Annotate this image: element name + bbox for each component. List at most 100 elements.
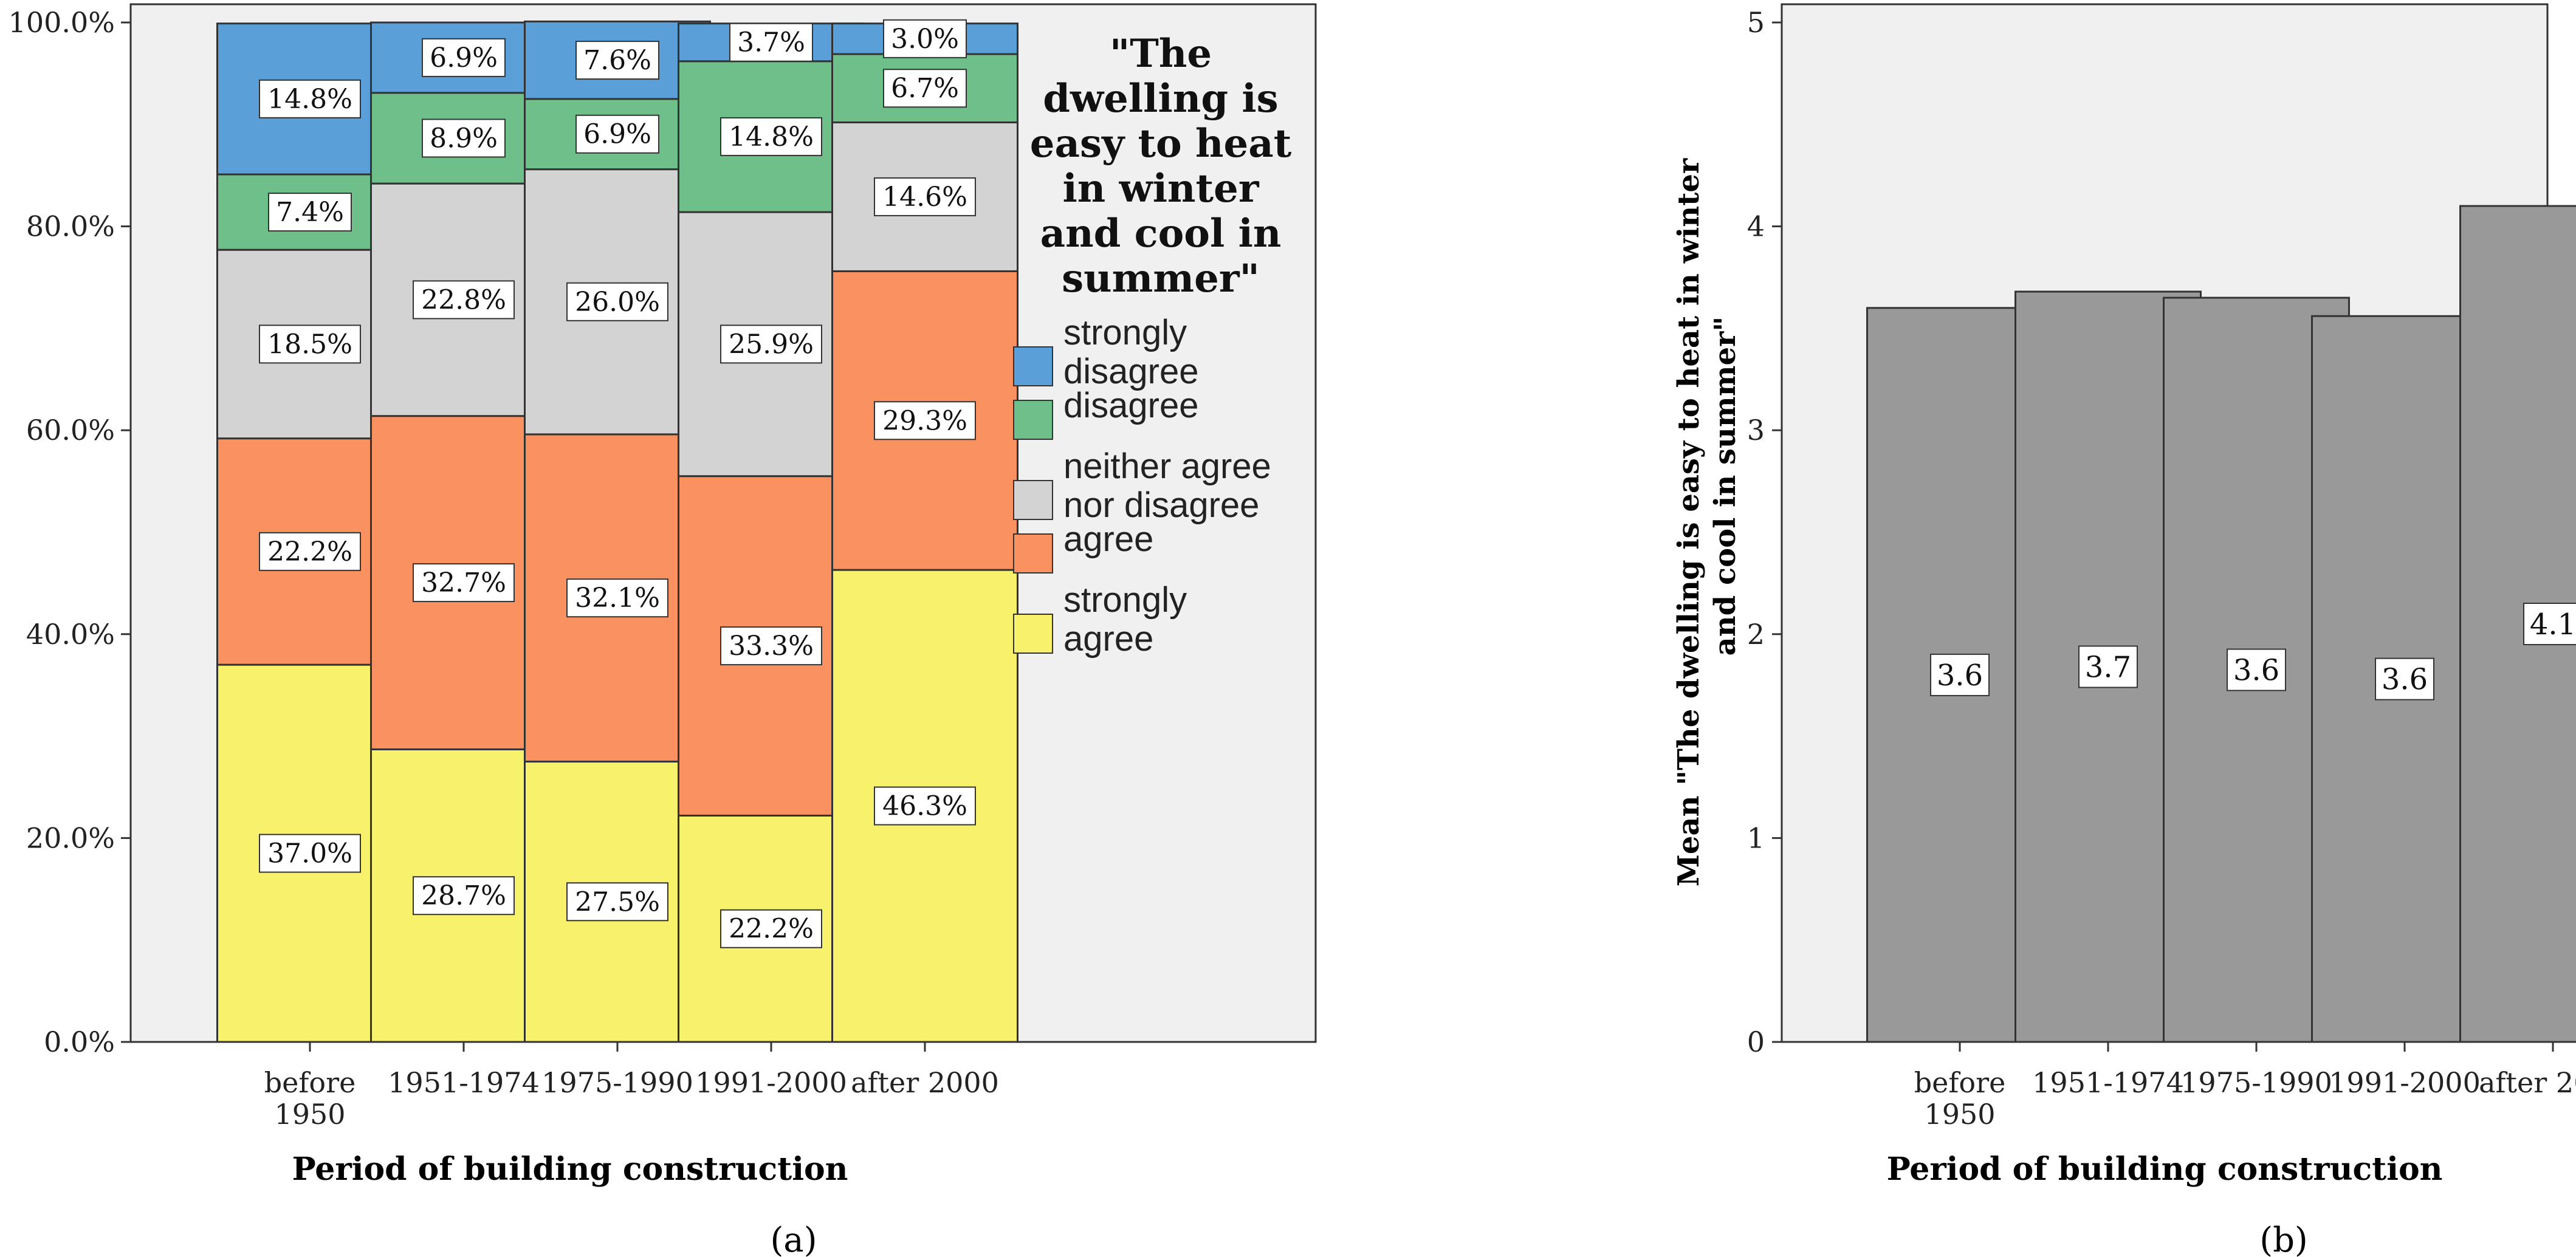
data-label-box: [874, 786, 976, 826]
data-label-box: [2227, 648, 2286, 691]
data-label-box: [874, 177, 976, 216]
data-label-box: [2375, 657, 2434, 700]
legend-label-strongly-disagree: strongly disagree: [1063, 313, 1198, 391]
data-label-box: [729, 22, 813, 62]
data-label-box: [575, 41, 659, 80]
data-label-agree-after-2000: 29.3%: [882, 405, 967, 436]
data-label-strongly-agree-1951-1974: 28.7%: [421, 880, 506, 911]
panel-a-x-axis-title: Period of building construction: [292, 1151, 848, 1188]
data-label-disagree-before-1950: 7.4%: [276, 197, 344, 228]
data-label-mean-1991-2000: 3.6: [2382, 663, 2428, 697]
data-label-strongly-agree-1991-2000: 22.2%: [729, 914, 814, 945]
data-label-box: [259, 324, 361, 364]
x-tick-label-before-1950-line1: before: [264, 1066, 356, 1099]
data-label-agree-1951-1974: 32.7%: [421, 567, 506, 598]
x-tick-label-after-2000: after 2000: [2479, 1066, 2576, 1099]
legend-label-neither-agree-nor-disagree: neither agree nor disagree: [1063, 447, 1271, 525]
y-tick-label-5: 5: [1747, 6, 1765, 39]
legend-title: "The dwelling is easy to heat in winter and …: [1030, 31, 1292, 301]
legend-item-neither-agree-nor-disagree: neither agree nor disagree: [1013, 447, 1271, 525]
y-tick-label-2: 2: [1747, 618, 1765, 651]
data-label-disagree-after-2000: 6.7%: [891, 73, 959, 104]
legend-swatch-strongly-disagree: [1013, 346, 1053, 386]
legend-item-strongly-agree: strongly agree: [1013, 580, 1187, 659]
data-label-strongly-disagree-1975-1990: 7.6%: [583, 45, 651, 76]
x-tick-label-1951-1974: 1951-1974: [2032, 1066, 2184, 1099]
panel-b-x-axis-title: Period of building construction: [1887, 1151, 2443, 1188]
data-label-neither-agree-nor-disagree-before-1950: 18.5%: [267, 329, 352, 360]
legend-label-disagree: disagree: [1063, 386, 1198, 425]
data-label-strongly-agree-before-1950: 37.0%: [267, 838, 352, 869]
data-label-box: [422, 38, 506, 77]
x-tick-label-1991-2000: 1991-2000: [2329, 1066, 2481, 1099]
data-label-mean-1975-1990: 3.6: [2233, 654, 2279, 688]
x-tick-label-1975-1990: 1975-1990: [2180, 1066, 2332, 1099]
data-label-box: [259, 532, 361, 571]
data-label-mean-1951-1974: 3.7: [2085, 650, 2131, 684]
y-tick-label-0-0: 0.0%: [44, 1026, 115, 1058]
data-label-box: [720, 324, 822, 364]
legend-swatch-strongly-agree: [1013, 614, 1053, 654]
panel-a-stacked-bar-chart: 37.0% 22.2% 18.5% 7.4% 14.8% 28.7% 32.7% 22.8% 8…: [9, 3, 1317, 1257]
data-label-box: [413, 876, 515, 916]
y-tick-label-40-0: 40.0%: [26, 618, 115, 651]
data-label-box: [720, 626, 822, 666]
data-label-box: [2523, 603, 2576, 646]
y-tick-label-60-0: 60.0%: [26, 414, 115, 447]
y-tick-label-1: 1: [1747, 821, 1765, 854]
data-label-agree-1975-1990: 32.1%: [575, 583, 660, 614]
legend-label-agree: agree: [1063, 519, 1153, 559]
x-tick-label-1951-1974: 1951-1974: [388, 1066, 540, 1099]
data-label-box: [259, 834, 361, 873]
data-label-box: [720, 909, 822, 948]
data-label-disagree-1991-2000: 14.8%: [729, 122, 814, 152]
legend-swatch-agree: [1013, 533, 1053, 574]
data-label-disagree-1951-1974: 8.9%: [430, 123, 498, 154]
data-label-box: [575, 114, 659, 154]
x-tick-label-before-1950-line1: before: [1914, 1066, 2006, 1099]
x-tick-label-before-1950-line2: 1950: [1924, 1098, 1995, 1131]
data-label-strongly-disagree-1991-2000: 3.7%: [737, 27, 805, 58]
data-label-box: [874, 401, 976, 440]
data-label-strongly-agree-after-2000: 46.3%: [882, 791, 967, 822]
x-tick-label-before-1950-line2: 1950: [274, 1098, 345, 1131]
data-label-box: [422, 118, 506, 158]
panel-b-y-axis-title: Mean "The dwelling is easy to heat in wi…: [1672, 158, 1742, 886]
data-label-mean-before-1950: 3.6: [1937, 659, 1983, 693]
data-label-disagree-1975-1990: 6.9%: [583, 119, 651, 150]
data-label-box: [883, 69, 967, 108]
legend-item-strongly-disagree: strongly disagree: [1013, 313, 1198, 391]
x-tick-label-after-2000: after 2000: [851, 1066, 999, 1099]
legend-item-agree: agree: [1013, 519, 1153, 574]
data-label-strongly-disagree-1951-1974: 6.9%: [430, 43, 498, 74]
data-label-box: [566, 282, 668, 321]
x-tick-label-1975-1990: 1975-1990: [541, 1066, 693, 1099]
data-label-box: [566, 578, 668, 618]
panel-a-label: (a): [770, 1221, 817, 1257]
data-label-box: [2078, 645, 2138, 688]
y-tick-label-4: 4: [1747, 210, 1765, 243]
x-tick-label-1991-2000: 1991-2000: [695, 1066, 847, 1099]
data-label-strongly-disagree-before-1950: 14.8%: [267, 84, 352, 115]
data-label-box: [720, 117, 822, 156]
y-tick-label-0: 0: [1747, 1026, 1765, 1058]
data-label-box: [883, 19, 967, 58]
data-label-box: [259, 79, 361, 118]
y-tick-label-100-0: 100.0%: [9, 6, 115, 39]
data-label-neither-agree-nor-disagree-1975-1990: 26.0%: [575, 287, 660, 318]
data-label-agree-1991-2000: 33.3%: [729, 631, 814, 662]
legend-swatch-disagree: [1013, 400, 1053, 440]
data-label-agree-before-1950: 22.2%: [267, 536, 352, 567]
data-label-neither-agree-nor-disagree-after-2000: 14.6%: [882, 182, 967, 213]
data-label-neither-agree-nor-disagree-1951-1974: 22.8%: [421, 284, 506, 315]
legend-item-disagree: disagree: [1013, 386, 1198, 440]
data-label-box: [413, 280, 515, 320]
legend-swatch-neither-agree-nor-disagree: [1013, 480, 1053, 520]
data-label-strongly-agree-1975-1990: 27.5%: [575, 886, 660, 917]
y-tick-label-20-0: 20.0%: [26, 821, 115, 854]
data-label-box: [566, 882, 668, 922]
data-label-mean-after-2000: 4.1: [2530, 608, 2576, 642]
y-tick-label-80-0: 80.0%: [26, 210, 115, 243]
